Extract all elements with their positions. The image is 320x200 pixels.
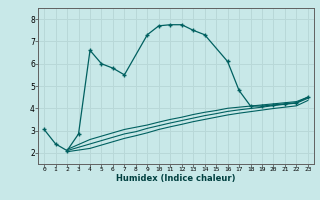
- X-axis label: Humidex (Indice chaleur): Humidex (Indice chaleur): [116, 174, 236, 183]
